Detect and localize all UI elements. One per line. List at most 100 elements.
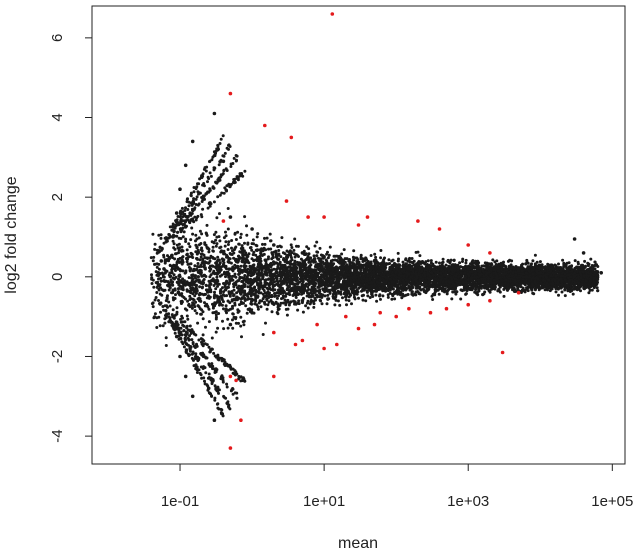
- significant-point: [228, 374, 233, 379]
- data-point: [466, 287, 471, 291]
- data-point: [300, 251, 305, 255]
- data-point: [162, 279, 166, 283]
- x-tick-label: 1e+03: [447, 493, 489, 510]
- y-tick-label: 0: [49, 273, 66, 281]
- significant-point: [284, 199, 289, 203]
- data-point: [581, 251, 586, 255]
- significant-point: [322, 346, 326, 351]
- significant-point: [344, 314, 348, 319]
- data-point: [206, 386, 211, 391]
- x-tick-label: 1e+01: [303, 493, 345, 510]
- significant-point: [444, 306, 449, 311]
- significant-point: [428, 310, 433, 315]
- significant-point: [228, 446, 233, 450]
- data-point: [567, 281, 571, 285]
- plot-frame: [91, 5, 626, 465]
- data-point: [599, 271, 603, 275]
- significant-point: [488, 298, 492, 303]
- data-point: [212, 418, 217, 423]
- data-point: [594, 263, 599, 267]
- significant-point: [300, 338, 305, 343]
- significant-point: [466, 243, 471, 247]
- data-point: [444, 267, 449, 271]
- data-point: [560, 283, 564, 287]
- data-point: [156, 271, 161, 275]
- significant-point: [315, 322, 319, 327]
- data-point: [466, 267, 471, 271]
- bulk-point-cloud: [149, 134, 600, 418]
- data-point: [159, 259, 164, 263]
- data-point: [199, 175, 204, 180]
- significant-point: [289, 135, 294, 140]
- significant-point: [437, 227, 442, 231]
- significant-point: [466, 302, 471, 307]
- listed-points-significant: [221, 12, 521, 450]
- data-point: [156, 283, 161, 287]
- data-point: [174, 334, 179, 339]
- significant-point: [356, 223, 361, 227]
- significant-point: [221, 219, 226, 223]
- significant-point: [500, 350, 505, 355]
- significant-point: [416, 219, 420, 223]
- significant-point: [263, 123, 267, 128]
- y-tick-label: 6: [49, 34, 66, 42]
- data-point: [394, 290, 399, 295]
- data-point: [178, 354, 182, 359]
- significant-point: [407, 306, 411, 311]
- significant-point: [372, 322, 377, 327]
- data-point: [190, 394, 195, 399]
- data-point: [221, 159, 226, 164]
- significant-point: [378, 310, 383, 315]
- data-point: [190, 139, 195, 144]
- data-point: [572, 287, 577, 291]
- data-point: [171, 314, 175, 319]
- y-tick-label: -2: [49, 350, 66, 363]
- x-tick-label: 1e+05: [591, 493, 633, 510]
- significant-point: [293, 342, 298, 347]
- significant-point: [306, 215, 310, 219]
- significant-point: [330, 12, 335, 16]
- data-point: [577, 285, 582, 289]
- data-point: [344, 294, 348, 299]
- data-point: [588, 279, 593, 283]
- listed-points-not-significant: [156, 111, 603, 423]
- significant-point: [272, 330, 276, 335]
- data-point: [572, 237, 577, 241]
- y-axis: -4 -2 0 2 4 6: [49, 34, 93, 443]
- x-axis: 1e-01 1e+01 1e+03 1e+05: [161, 463, 633, 510]
- y-tick-label: -4: [49, 429, 66, 442]
- data-point: [250, 310, 254, 315]
- data-point: [272, 243, 276, 247]
- x-axis-title: mean: [338, 535, 378, 552]
- data-point: [372, 259, 377, 263]
- data-point: [516, 269, 521, 273]
- x-tick-label: 1e-01: [161, 493, 199, 510]
- significant-point: [356, 326, 361, 331]
- significant-point: [234, 378, 238, 383]
- data-point: [174, 211, 179, 215]
- data-point: [212, 111, 217, 116]
- data-point: [183, 163, 188, 168]
- data-point: [300, 298, 305, 303]
- significant-point: [394, 314, 399, 319]
- significant-point: [516, 290, 521, 295]
- data-point: [228, 322, 233, 327]
- significant-point: [335, 342, 339, 347]
- data-point: [250, 227, 254, 231]
- data-point: [322, 255, 326, 259]
- data-point: [538, 271, 543, 275]
- significant-point: [239, 418, 243, 423]
- significant-point: [228, 91, 233, 96]
- y-tick-label: 4: [49, 113, 66, 121]
- data-point: [394, 263, 399, 267]
- significant-point: [365, 215, 370, 219]
- significant-point: [272, 374, 276, 379]
- data-point: [171, 235, 175, 239]
- y-axis-title: log2 fold change: [3, 176, 20, 294]
- data-point: [162, 267, 166, 271]
- significant-point: [488, 251, 492, 255]
- data-point: [183, 374, 188, 379]
- y-tick-label: 2: [49, 193, 66, 201]
- data-point: [178, 187, 182, 191]
